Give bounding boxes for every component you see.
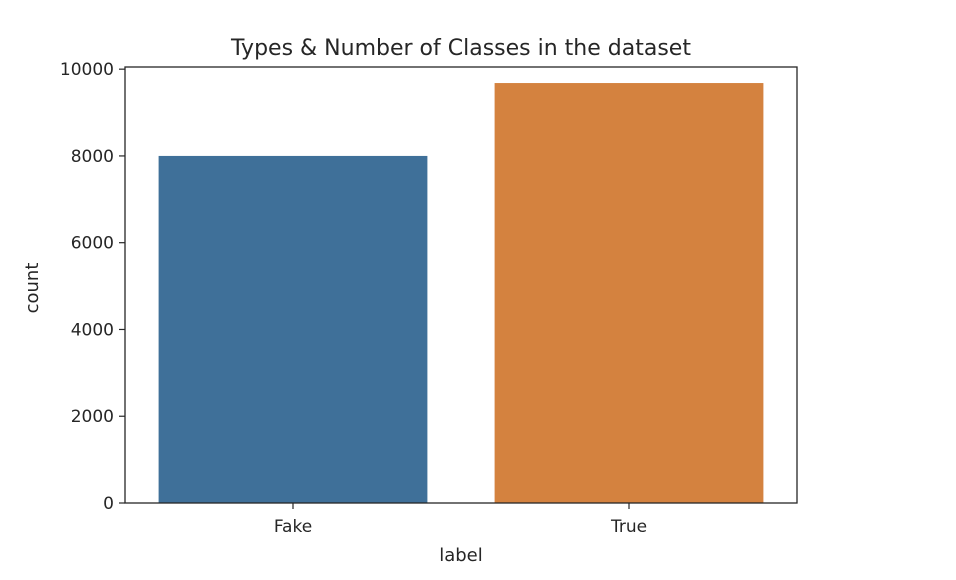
- chart-title: Types & Number of Classes in the dataset: [230, 36, 691, 61]
- y-tick-label: 0: [103, 494, 114, 514]
- bar-true: [494, 83, 764, 503]
- x-tick-label: Fake: [274, 517, 312, 537]
- y-tick-label: 2000: [71, 407, 114, 427]
- y-axis-label: count: [22, 263, 43, 314]
- x-axis: Fake True: [274, 503, 647, 537]
- bars-layer: [158, 83, 764, 504]
- bar-fake: [158, 155, 428, 504]
- x-tick-label: True: [610, 517, 647, 537]
- y-tick-label: 10000: [60, 60, 114, 80]
- y-tick-label: 8000: [71, 147, 114, 167]
- x-axis-label: label: [439, 545, 483, 566]
- y-axis: 0 2000 4000 6000 8000 10000: [60, 60, 125, 514]
- plot-frame: [124, 66, 798, 504]
- y-tick-label: 6000: [71, 234, 114, 254]
- y-tick-label: 4000: [71, 320, 114, 340]
